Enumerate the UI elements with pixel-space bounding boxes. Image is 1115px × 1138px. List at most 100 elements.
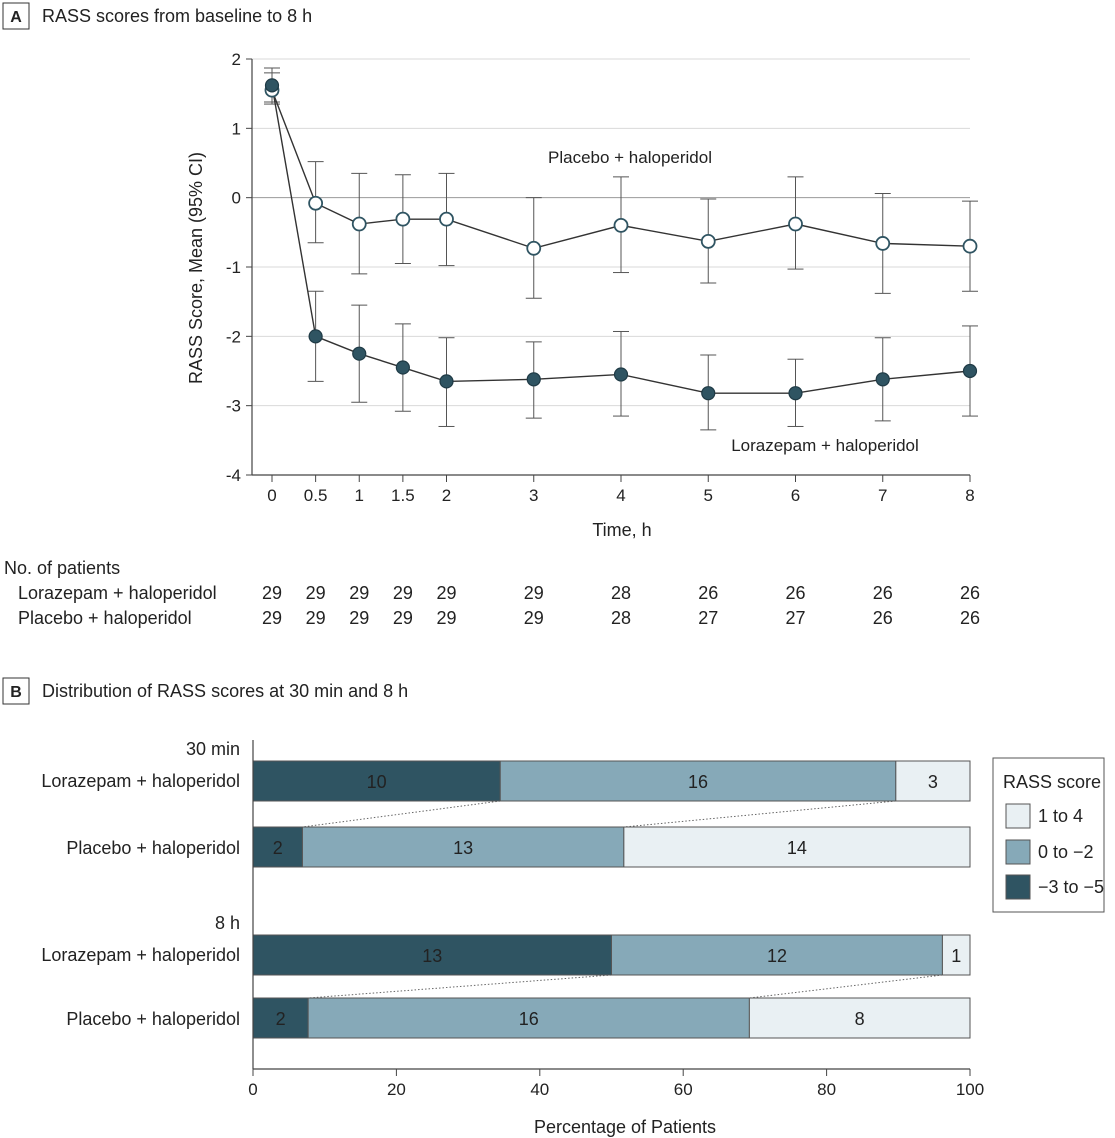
bar-segment-label-30min-placebo: 14 [787, 838, 807, 858]
patients-count-lorazepam: 26 [698, 583, 718, 603]
group-label-8-h: 8 h [215, 913, 240, 933]
data-point-lorazepam [701, 386, 716, 401]
panel-b-letter: B [10, 684, 22, 701]
panel-a-letter-box [2, 2, 30, 30]
data-point-lorazepam [962, 363, 978, 379]
x-tick-label: 1.5 [391, 486, 415, 505]
panel-a-letter: A [10, 9, 22, 26]
panel-b-legend: RASS score 1 to 4 0 to −2 −3 to −5 [992, 757, 1105, 913]
data-point-placebo [439, 211, 454, 227]
x-tick-label: 3 [529, 486, 538, 505]
panel-a-series [264, 67, 978, 431]
data-point-placebo [395, 211, 411, 227]
series-label-placebo: Placebo + haloperidol [548, 148, 712, 167]
data-point-placebo [700, 233, 716, 249]
patients-count-lorazepam: 29 [436, 583, 456, 603]
y-tick-label: -4 [226, 466, 241, 485]
data-point-placebo [962, 238, 978, 254]
patients-count-placebo: 29 [349, 608, 369, 628]
panel-b-letter-box [2, 677, 30, 705]
x-tick-label: 2 [442, 486, 451, 505]
patients-count-lorazepam: 29 [349, 583, 369, 603]
data-point-lorazepam [613, 367, 629, 382]
patients-count-lorazepam: 28 [611, 583, 631, 603]
y-tick-label: -1 [226, 258, 241, 277]
legend-swatch-0-to-minus-2 [1005, 839, 1031, 865]
legend-label-0-to-minus-2: 0 to −2 [1038, 842, 1094, 862]
group-label-30-min: 30 min [186, 739, 240, 759]
patients-count-lorazepam: 26 [960, 583, 980, 603]
patients-count-placebo: 29 [262, 608, 282, 628]
x-tick-label: 0 [267, 486, 276, 505]
x-tick-label: 1 [355, 486, 364, 505]
patients-table: No. of patients Lorazepam + haloperidol … [4, 558, 980, 628]
data-point-lorazepam [439, 374, 454, 389]
panel-b-plot: 30 min 8 h Lorazepam + haloperidol Place… [41, 739, 1105, 1137]
bar-segment-8h-placebo [748, 997, 971, 1039]
bar-connector [749, 974, 943, 999]
data-point-placebo [351, 216, 367, 232]
x-tick-label: 8 [965, 486, 974, 505]
panel-a-gridlines [252, 58, 970, 407]
data-point-placebo [308, 195, 324, 211]
patients-count-lorazepam: 26 [785, 583, 805, 603]
data-point-lorazepam [352, 346, 367, 361]
patients-count-lorazepam: 29 [393, 583, 413, 603]
bar-segment-label-30min-lorazepam: 10 [367, 772, 387, 792]
bar-segment-30min-lorazepam [895, 760, 971, 802]
bar-label-8h-lorazepam: Lorazepam + haloperidol [41, 945, 240, 965]
bar-segment-8h-lorazepam [252, 934, 612, 976]
bar-segment-30min-placebo [301, 826, 625, 868]
data-point-placebo [526, 240, 542, 256]
x-tick-label: 4 [616, 486, 625, 505]
panel-b-x-tick-label: 60 [674, 1080, 693, 1099]
data-point-placebo [613, 217, 629, 233]
patients-row-label-lorazepam: Lorazepam + haloperidol [18, 583, 217, 603]
bar-segment-8h-lorazepam [941, 934, 971, 976]
bar-segment-label-30min-placebo: 2 [273, 838, 283, 858]
panel-b-x-axis: 0 20 40 60 80 100 [248, 740, 984, 1099]
series-label-lorazepam: Lorazepam + haloperidol [731, 436, 919, 455]
panel-b-header: B Distribution of RASS scores at 30 min … [2, 677, 408, 705]
y-tick-label: 1 [232, 119, 241, 138]
panel-a-header: A RASS scores from baseline to 8 h [2, 2, 312, 30]
patients-count-lorazepam: 29 [524, 583, 544, 603]
panel-a-x-axis-label: Time, h [592, 520, 651, 540]
legend-title: RASS score [1003, 772, 1101, 792]
bar-label-30min-lorazepam: Lorazepam + haloperidol [41, 771, 240, 791]
panel-b-x-tick-label: 0 [248, 1080, 257, 1099]
data-point-lorazepam [526, 372, 541, 387]
patients-count-placebo: 27 [785, 608, 805, 628]
panel-b-x-tick-label: 20 [387, 1080, 406, 1099]
bar-label-8h-placebo: Placebo + haloperidol [66, 1009, 240, 1029]
data-point-lorazepam [264, 78, 280, 93]
data-point-lorazepam [395, 360, 410, 375]
patients-count-placebo: 26 [960, 608, 980, 628]
bar-segment-label-8h-lorazepam: 13 [422, 946, 442, 966]
y-tick-label: -2 [226, 327, 241, 346]
legend-label-minus-3-to-minus-5: −3 to −5 [1038, 877, 1104, 897]
panel-a-y-axis-label: RASS Score, Mean (95% CI) [186, 152, 206, 384]
bar-segment-label-8h-lorazepam: 1 [951, 946, 961, 966]
x-tick-label: 5 [704, 486, 713, 505]
bar-segment-label-30min-placebo: 13 [453, 838, 473, 858]
panel-b-x-axis-label: Percentage of Patients [534, 1117, 716, 1137]
bar-segment-30min-placebo [623, 826, 971, 868]
bar-connector [302, 800, 501, 828]
data-point-placebo [788, 216, 803, 232]
patients-count-placebo: 27 [698, 608, 718, 628]
patients-count-placebo: 29 [306, 608, 326, 628]
x-tick-label: 6 [791, 486, 800, 505]
panel-a-x-ticks: 0 0.5 1 1.5 2 3 4 5 6 7 8 [267, 475, 975, 505]
data-point-lorazepam [875, 372, 890, 387]
panel-b-connectors [302, 800, 943, 999]
patients-count-placebo: 29 [436, 608, 456, 628]
panel-b-title: Distribution of RASS scores at 30 min an… [42, 681, 408, 701]
bar-segment-label-8h-placebo: 8 [855, 1009, 865, 1029]
patients-count-lorazepam: 29 [262, 583, 282, 603]
panel-b-x-tick-label: 80 [817, 1080, 836, 1099]
bar-segment-label-8h-placebo: 2 [276, 1009, 286, 1029]
bar-segment-30min-lorazepam [499, 760, 897, 802]
